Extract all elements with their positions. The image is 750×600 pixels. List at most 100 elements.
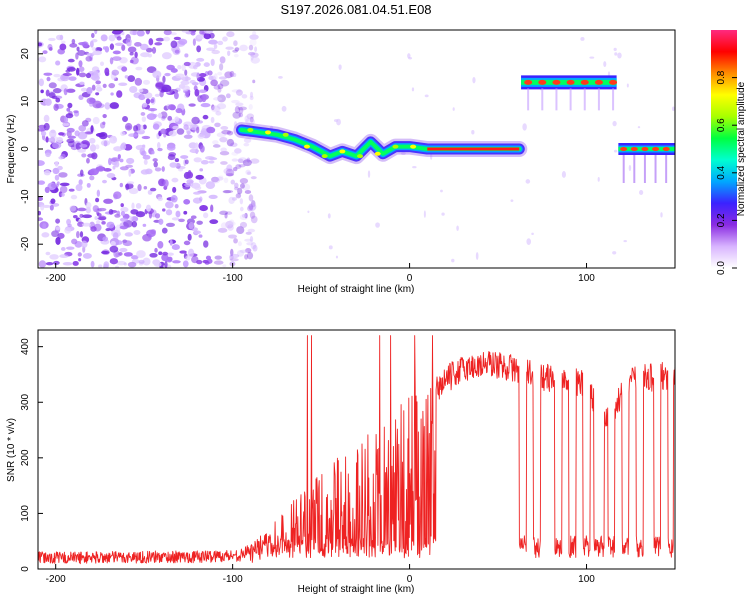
noise-blob <box>89 175 95 181</box>
noise-speck <box>452 107 455 111</box>
noise-blob <box>104 67 110 76</box>
noise-blob <box>194 185 202 191</box>
noise-blob <box>149 187 157 192</box>
noise-speck <box>617 52 622 59</box>
noise-blob <box>124 75 129 79</box>
noise-blob <box>208 194 218 199</box>
noise-blob <box>141 144 146 148</box>
noise-blob <box>109 135 118 144</box>
noise-blob <box>227 220 233 227</box>
noise-blob <box>116 210 121 216</box>
noise-speck <box>628 164 632 172</box>
noise-blob <box>243 142 250 147</box>
noise-blob <box>252 79 256 84</box>
noise-blob <box>130 255 139 260</box>
noise-blob <box>238 112 244 118</box>
noise-blob <box>246 242 254 246</box>
noise-blob <box>200 205 208 210</box>
noise-blob <box>179 250 187 254</box>
noise-blob <box>174 203 179 209</box>
ridge-hotspot <box>630 147 638 151</box>
noise-blob <box>127 75 136 83</box>
noise-blob <box>48 92 56 99</box>
noise-blob <box>78 60 83 68</box>
noise-blob <box>38 128 46 132</box>
noise-blob <box>203 240 209 248</box>
noise-blob <box>117 154 121 160</box>
noise-blob <box>91 32 95 39</box>
noise-blob <box>172 186 177 193</box>
noise-blob <box>217 87 222 93</box>
noise-blob <box>102 179 107 184</box>
noise-blob <box>127 181 135 185</box>
noise-blob <box>208 75 214 81</box>
noise-blob <box>38 217 44 221</box>
noise-blob <box>85 202 92 209</box>
noise-blob <box>55 236 61 245</box>
noise-blob <box>45 136 49 143</box>
noise-blob <box>184 53 189 58</box>
noise-blob <box>131 221 138 228</box>
noise-blob <box>109 57 114 65</box>
noise-blob <box>233 40 238 47</box>
noise-blob <box>202 212 209 219</box>
noise-blob <box>148 211 153 219</box>
noise-blob <box>163 30 172 36</box>
noise-blob <box>119 217 129 222</box>
noise-blob <box>135 202 142 209</box>
noise-blob <box>54 161 59 167</box>
noise-blob <box>186 92 190 98</box>
noise-blob <box>38 180 46 185</box>
noise-blob <box>68 188 75 192</box>
noise-blob <box>187 233 192 241</box>
noise-blob <box>77 131 88 140</box>
noise-blob <box>106 221 115 229</box>
noise-blob <box>128 133 139 138</box>
spectrogram-x-tick-label: -100 <box>223 273 243 284</box>
noise-blob <box>109 245 119 253</box>
noise-blob <box>61 40 66 44</box>
noise-speck <box>335 255 339 259</box>
noise-blob <box>103 168 112 172</box>
noise-blob <box>196 57 205 62</box>
noise-blob <box>181 85 190 91</box>
noise-blob <box>108 208 114 215</box>
noise-blob <box>66 88 76 93</box>
noise-blob <box>205 181 216 190</box>
noise-blob <box>167 104 176 111</box>
noise-blob <box>174 116 180 122</box>
noise-blob <box>121 66 128 72</box>
noise-blob <box>144 92 153 99</box>
noise-blob <box>56 137 64 144</box>
noise-blob <box>216 132 226 138</box>
noise-blob <box>78 66 85 72</box>
noise-speck <box>400 151 406 156</box>
noise-blob <box>62 261 73 266</box>
noise-blob <box>225 93 231 99</box>
ridge-hotspot <box>410 144 417 149</box>
ridge-hotspot <box>357 154 364 159</box>
noise-blob <box>69 43 78 48</box>
noise-speck <box>603 61 607 68</box>
noise-blob <box>250 158 260 164</box>
noise-blob <box>203 30 213 34</box>
noise-blob <box>38 260 47 268</box>
noise-blob <box>59 182 70 187</box>
snr-y-label: SNR (10 * v/v) <box>6 418 17 482</box>
noise-blob <box>170 68 178 73</box>
noise-blob <box>230 179 236 185</box>
noise-blob <box>195 174 204 180</box>
noise-blob <box>124 122 133 131</box>
noise-blob <box>184 183 191 188</box>
noise-blob <box>43 122 50 131</box>
colorbar-tick-label: 0.2 <box>716 213 727 227</box>
noise-blob <box>169 162 178 168</box>
noise-blob <box>234 182 239 189</box>
noise-blob <box>240 183 245 189</box>
noise-blob <box>131 202 135 210</box>
noise-blob <box>215 111 222 116</box>
noise-blob <box>199 168 204 172</box>
noise-blob <box>211 104 215 111</box>
noise-blob <box>219 210 229 216</box>
